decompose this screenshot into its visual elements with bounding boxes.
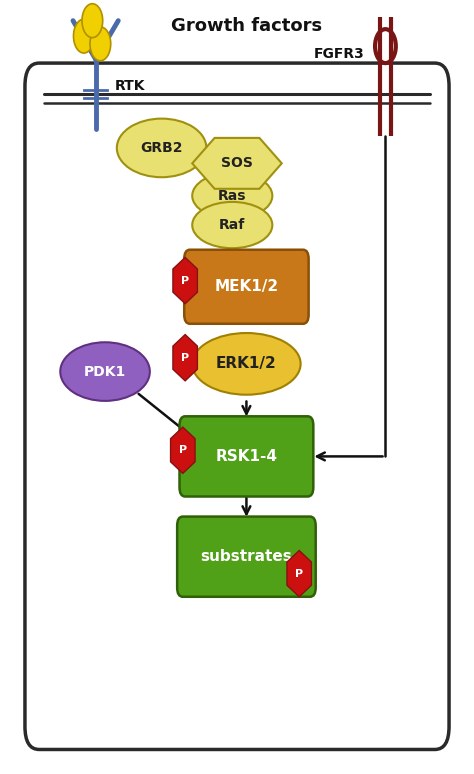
Text: GRB2: GRB2 bbox=[140, 141, 183, 155]
FancyBboxPatch shape bbox=[184, 250, 309, 324]
Text: SOS: SOS bbox=[221, 156, 253, 170]
Ellipse shape bbox=[192, 202, 273, 248]
Text: RSK1-4: RSK1-4 bbox=[215, 449, 277, 464]
Text: Raf: Raf bbox=[219, 218, 246, 232]
Circle shape bbox=[73, 19, 94, 53]
Ellipse shape bbox=[60, 342, 150, 401]
Text: P: P bbox=[181, 276, 189, 286]
Text: substrates: substrates bbox=[201, 550, 292, 564]
Circle shape bbox=[82, 4, 103, 38]
Text: Ras: Ras bbox=[218, 189, 246, 203]
FancyBboxPatch shape bbox=[177, 516, 316, 597]
Ellipse shape bbox=[192, 333, 301, 395]
Ellipse shape bbox=[192, 173, 273, 219]
Polygon shape bbox=[173, 258, 197, 303]
Text: P: P bbox=[295, 569, 303, 579]
Polygon shape bbox=[287, 550, 311, 597]
Text: P: P bbox=[179, 445, 187, 455]
Circle shape bbox=[90, 27, 111, 61]
Polygon shape bbox=[192, 138, 282, 189]
Text: RTK: RTK bbox=[115, 79, 145, 93]
Text: P: P bbox=[181, 353, 189, 363]
Ellipse shape bbox=[117, 118, 206, 177]
Polygon shape bbox=[173, 334, 197, 381]
FancyBboxPatch shape bbox=[180, 416, 313, 496]
Text: MEK1/2: MEK1/2 bbox=[214, 279, 279, 294]
Text: PDK1: PDK1 bbox=[84, 365, 126, 378]
Text: FGFR3: FGFR3 bbox=[313, 47, 364, 61]
Text: Growth factors: Growth factors bbox=[171, 17, 322, 35]
Polygon shape bbox=[171, 427, 195, 474]
Text: ERK1/2: ERK1/2 bbox=[216, 356, 277, 372]
